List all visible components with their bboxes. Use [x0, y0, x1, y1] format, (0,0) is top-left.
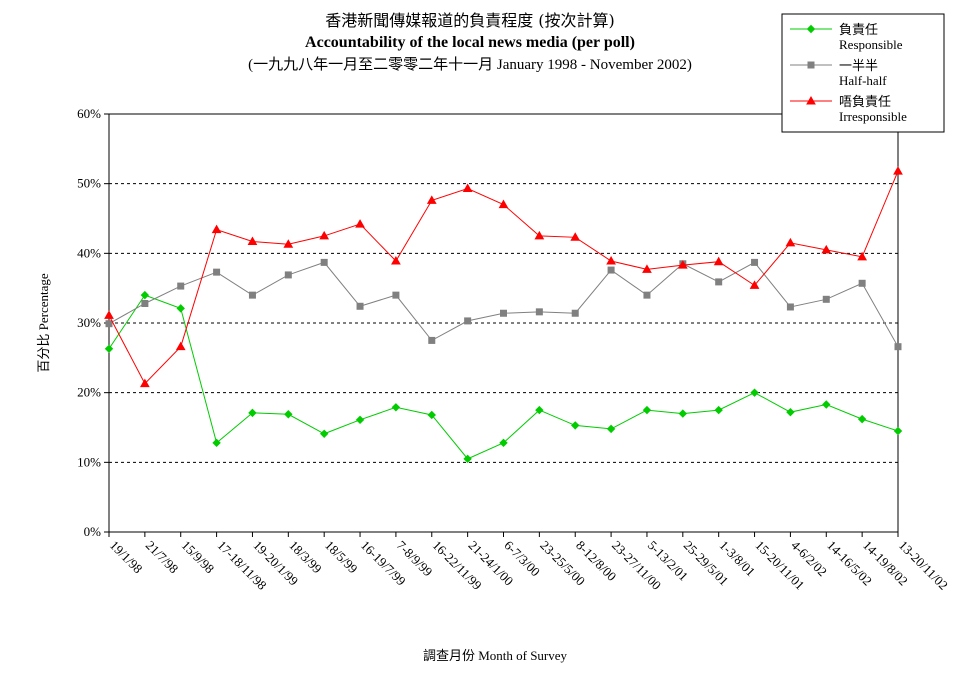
- data-point-irresponsible: [570, 232, 581, 241]
- y-axis-label: 百分比 Percentage: [36, 273, 51, 373]
- x-tick-label: 19/1/98: [107, 538, 146, 577]
- data-point-irresponsible: [283, 239, 294, 248]
- data-point-half-half: [500, 309, 507, 317]
- data-point-half-half: [607, 266, 615, 274]
- legend-label-zh-responsible: 負責任: [839, 22, 878, 37]
- x-tick-label: 15/9/98: [179, 538, 218, 577]
- y-tick-label: 0%: [84, 524, 102, 539]
- data-point-irresponsible: [140, 378, 150, 388]
- data-point-half-half: [751, 258, 759, 266]
- data-point-irresponsible: [104, 310, 114, 319]
- data-point-irresponsible: [534, 230, 545, 240]
- data-point-responsible: [642, 405, 652, 415]
- data-point-half-half: [643, 291, 651, 299]
- data-point-irresponsible: [391, 255, 401, 265]
- chart-title-chinese: 香港新聞傳媒報道的負責程度 (按次計算): [325, 11, 615, 30]
- data-point-half-half: [320, 258, 328, 266]
- data-point-half-half: [428, 336, 436, 344]
- data-point-irresponsible: [713, 256, 724, 266]
- legend-label-en-responsible: Responsible: [839, 37, 903, 52]
- series-line-half-half: [108, 261, 899, 347]
- data-point-half-half: [715, 278, 723, 286]
- x-tick-label: 18/5/99: [322, 538, 361, 577]
- data-point-responsible: [104, 344, 114, 353]
- data-point-responsible: [750, 388, 759, 397]
- data-point-responsible: [140, 290, 150, 300]
- series-line-responsible: [108, 294, 899, 460]
- y-tick-label: 50%: [77, 176, 101, 191]
- data-point-responsible: [463, 454, 472, 464]
- x-tick-label: 21/7/98: [143, 538, 182, 577]
- y-tick-label: 20%: [77, 385, 101, 400]
- x-axis-label: 調查月份 Month of Survey: [422, 648, 568, 663]
- data-point-half-half: [356, 302, 364, 310]
- data-point-irresponsible: [175, 341, 186, 351]
- chart-title-english: Accountability of the local news media (…: [305, 34, 635, 51]
- legend-marker-half-half: [807, 61, 815, 69]
- legend-marker-irresponsible: [806, 95, 816, 105]
- data-point-irresponsible: [462, 183, 473, 193]
- data-point-irresponsible: [247, 236, 258, 245]
- data-point-responsible: [822, 400, 831, 409]
- data-point-responsible: [678, 409, 688, 418]
- chart-title-block: 香港新聞傳媒報道的負責程度 (按次計算) Accountability of t…: [120, 10, 820, 76]
- data-point-irresponsible: [426, 195, 437, 204]
- data-point-responsible: [284, 410, 293, 419]
- data-point-half-half: [464, 317, 472, 325]
- data-point-responsible: [714, 405, 723, 415]
- data-point-half-half: [105, 320, 113, 328]
- data-point-irresponsible: [677, 260, 688, 269]
- data-point-responsible: [857, 414, 867, 424]
- data-point-half-half: [894, 343, 902, 351]
- data-point-half-half: [822, 295, 830, 303]
- y-tick-label: 10%: [77, 454, 101, 469]
- data-point-responsible: [212, 438, 221, 448]
- data-point-irresponsible: [606, 255, 616, 265]
- data-point-irresponsible: [211, 224, 222, 234]
- data-point-half-half: [177, 282, 185, 290]
- legend-label-en-half-half: Half-half: [839, 73, 887, 88]
- data-point-responsible: [391, 403, 401, 412]
- data-point-responsible: [319, 429, 329, 438]
- data-point-irresponsible: [785, 237, 796, 247]
- data-point-responsible: [355, 415, 365, 425]
- data-point-half-half: [141, 299, 149, 307]
- data-point-responsible: [427, 410, 436, 420]
- data-point-half-half: [786, 303, 794, 311]
- plot-area: [108, 113, 899, 533]
- chart-subtitle-period: (一九九八年一月至二零零二年十一月 January 1998 - Novembe…: [248, 57, 692, 73]
- data-point-responsible: [248, 408, 257, 418]
- data-point-irresponsible: [319, 230, 330, 240]
- data-point-irresponsible: [749, 280, 760, 289]
- data-point-responsible: [893, 426, 903, 436]
- data-point-responsible: [606, 424, 616, 434]
- data-point-responsible: [176, 304, 185, 313]
- legend-label-zh-irresponsible: 唔負責任: [839, 94, 891, 109]
- data-point-irresponsible: [355, 219, 365, 228]
- data-point-half-half: [248, 291, 256, 299]
- data-point-responsible: [786, 407, 795, 417]
- data-point-responsible: [535, 405, 544, 415]
- data-point-irresponsible: [893, 166, 903, 175]
- y-tick-label: 40%: [77, 245, 101, 260]
- data-point-half-half: [392, 291, 400, 299]
- y-tick-label: 30%: [77, 315, 101, 330]
- data-point-irresponsible: [642, 264, 652, 273]
- legend-marker-responsible: [806, 24, 816, 34]
- data-point-half-half: [535, 308, 543, 316]
- data-point-half-half: [213, 268, 221, 276]
- data-point-half-half: [571, 309, 579, 317]
- data-point-half-half: [284, 271, 292, 279]
- legend-label-zh-half-half: 一半半: [839, 58, 878, 73]
- legend-box: [781, 13, 945, 133]
- data-point-half-half: [858, 279, 866, 287]
- legend-label-en-irresponsible: Irresponsible: [839, 109, 907, 124]
- data-point-responsible: [499, 438, 508, 448]
- data-point-responsible: [571, 421, 580, 430]
- y-tick-label: 60%: [77, 106, 101, 121]
- data-point-irresponsible: [821, 244, 832, 254]
- data-point-irresponsible: [498, 199, 509, 209]
- data-point-irresponsible: [857, 251, 867, 261]
